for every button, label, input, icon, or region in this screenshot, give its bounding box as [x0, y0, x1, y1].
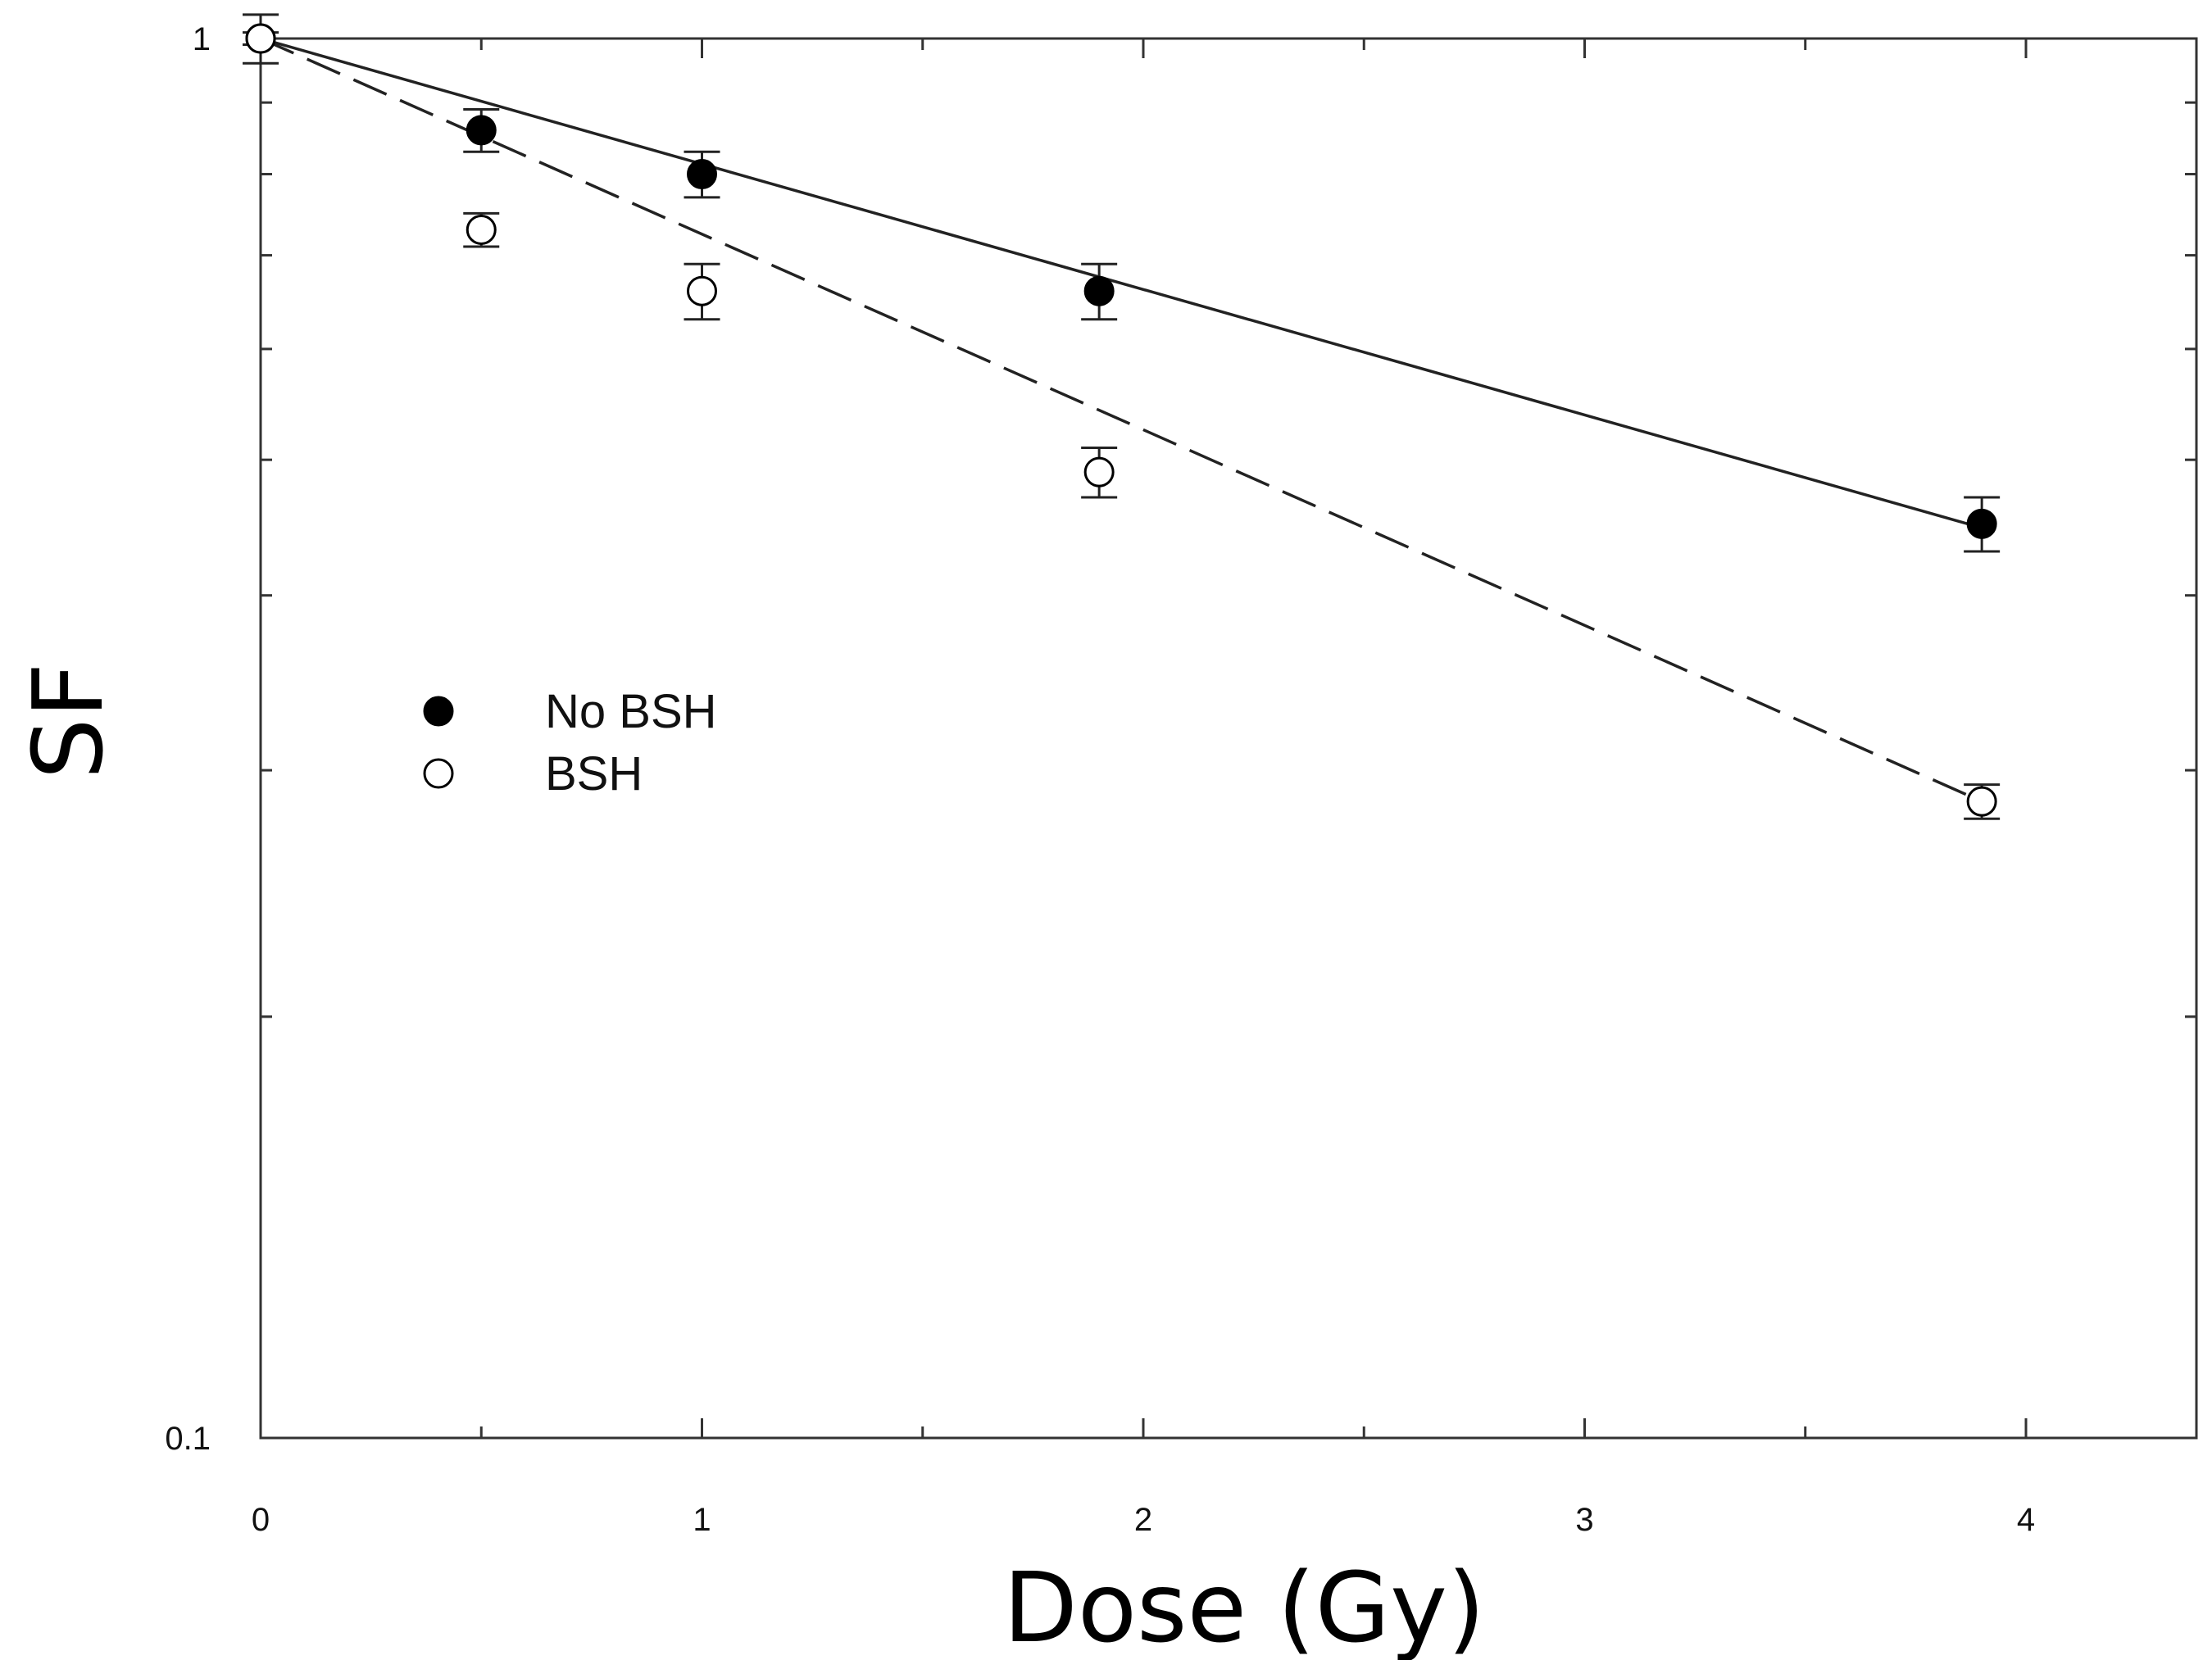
bsh-legend-marker	[423, 758, 454, 789]
fit-lines	[260, 37, 1983, 803]
no-bsh-point	[687, 159, 717, 190]
y-tick-label: 1	[193, 21, 211, 57]
data-points	[245, 23, 1997, 817]
y-axis-title: SF	[11, 663, 125, 780]
x-axis-title: Dose (Gy)	[1003, 1551, 1485, 1660]
bsh-legend-label: BSH	[545, 747, 643, 801]
plot-border	[259, 37, 2198, 1440]
x-tick-label: 4	[2017, 1502, 2035, 1538]
bsh-point	[1966, 786, 1997, 817]
x-tick-label: 3	[1575, 1502, 1593, 1538]
bsh-point	[1083, 456, 1115, 488]
bsh-point	[245, 23, 276, 54]
no-bsh-legend-marker	[423, 696, 454, 727]
bsh-point	[466, 214, 497, 245]
x-axis-ticks: 0 1 2 3 4	[252, 39, 2035, 1538]
plot-frame	[259, 37, 2198, 1440]
no-bsh-fit-line	[260, 37, 1983, 529]
no-bsh-point	[1083, 275, 1115, 306]
legend: No BSH BSH	[423, 685, 717, 801]
no-bsh-point	[466, 115, 497, 146]
no-bsh-point	[1966, 508, 1997, 539]
x-tick-label: 2	[1134, 1502, 1152, 1538]
error-bars	[243, 13, 2001, 820]
y-tick-label: 0.1	[165, 1421, 211, 1457]
bsh-point	[687, 275, 717, 306]
x-tick-label: 1	[693, 1502, 711, 1538]
bsh-fit-line	[260, 37, 1983, 803]
x-tick-label: 0	[252, 1502, 270, 1538]
no-bsh-legend-label: No BSH	[545, 685, 717, 738]
y-axis-ticks: 0.11	[165, 21, 2196, 1457]
